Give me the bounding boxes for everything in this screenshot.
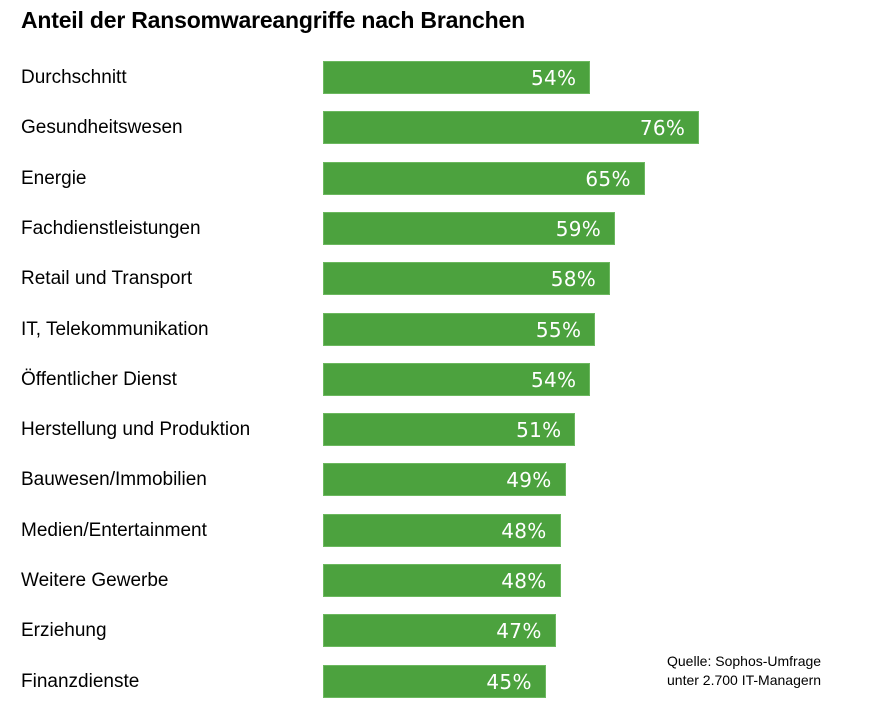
bar: 58% xyxy=(323,262,611,296)
category-label: Finanzdienste xyxy=(21,670,140,692)
chart-row: Erziehung 47% xyxy=(0,614,885,648)
chart-row: Medien/Entertainment 48% xyxy=(0,513,885,548)
category-label: Herstellung und Produktion xyxy=(21,419,251,441)
bar-value-label: 65% xyxy=(585,166,631,191)
bar: 59% xyxy=(323,211,616,245)
chart-row: Weitere Gewerbe 48% xyxy=(0,564,885,598)
bar-value-label: 76% xyxy=(639,116,686,141)
chart-row: Öffentlicher Dienst 54% xyxy=(0,362,885,397)
category-label: Bauwesen/Immobilien xyxy=(21,469,207,491)
bar-value-label: 45% xyxy=(486,669,532,694)
category-label: Gesundheitswesen xyxy=(21,117,183,139)
category-label: Durchschnitt xyxy=(21,67,127,88)
bar: 76% xyxy=(323,111,700,145)
bar: 51% xyxy=(323,413,576,447)
bar-value-label: 58% xyxy=(550,267,597,292)
source-note: Quelle: Sophos-Umfrage unter 2.700 IT-Ma… xyxy=(667,652,821,690)
bar-value-label: 54% xyxy=(530,66,577,90)
bar-value-label: 48% xyxy=(501,518,547,543)
category-label: Öffentlicher Dienst xyxy=(21,368,177,390)
bar: 48% xyxy=(323,513,561,547)
bar: 49% xyxy=(323,463,566,497)
category-label: Retail und Transport xyxy=(21,268,193,290)
category-label: Erziehung xyxy=(21,620,107,642)
bar: 54% xyxy=(323,61,591,94)
bar-value-label: 51% xyxy=(516,418,562,443)
chart-row: Energie 65% xyxy=(0,161,885,196)
bar: 54% xyxy=(323,362,591,396)
bar-value-label: 47% xyxy=(496,619,542,644)
chart-row: Bauwesen/Immobilien 49% xyxy=(0,463,885,497)
category-label: Fachdienstleistungen xyxy=(21,217,201,239)
category-label: Weitere Gewerbe xyxy=(21,570,169,591)
bar: 48% xyxy=(323,564,561,597)
chart-row: Fachdienstleistungen 59% xyxy=(0,211,885,246)
bar: 65% xyxy=(323,161,645,195)
bar-value-label: 49% xyxy=(506,468,552,493)
chart-row: IT, Telekommunikation 55% xyxy=(0,312,885,347)
bar-value-label: 54% xyxy=(530,367,577,392)
bar-value-label: 48% xyxy=(501,569,547,593)
source-note-line-2: unter 2.700 IT-Managern xyxy=(667,672,822,688)
source-note-line-1: Quelle: Sophos-Umfrage xyxy=(667,653,822,669)
chart-row: Gesundheitswesen 76% xyxy=(0,111,885,145)
category-label: Energie xyxy=(21,167,87,189)
chart-row: Durchschnitt 54% xyxy=(0,61,885,95)
chart-row: Herstellung und Produktion 51% xyxy=(0,413,885,447)
category-label: IT, Telekommunikation xyxy=(21,318,209,340)
bar: 55% xyxy=(323,312,596,346)
category-label: Medien/Entertainment xyxy=(21,519,207,541)
bar-value-label: 55% xyxy=(535,317,582,342)
bar: 47% xyxy=(323,614,556,648)
chart-title: Anteil der Ransomwareangriffe nach Branc… xyxy=(21,7,525,33)
chart-row: Retail und Transport 58% xyxy=(0,262,885,296)
chart-row: Finanzdienste 45% xyxy=(0,664,885,699)
bar: 45% xyxy=(323,664,546,698)
bar-value-label: 59% xyxy=(555,216,602,241)
